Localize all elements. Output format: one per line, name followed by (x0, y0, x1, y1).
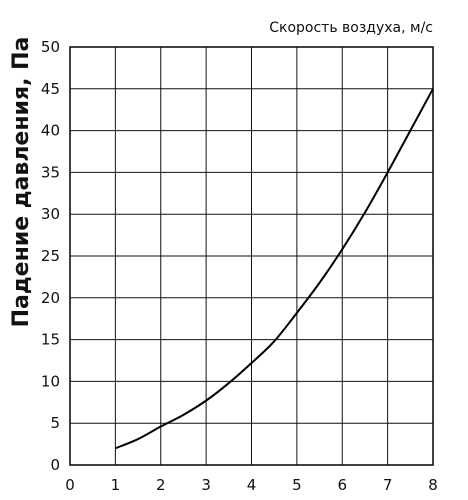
x-tick-label: 2 (156, 476, 166, 494)
y-tick-label: 25 (41, 247, 60, 265)
x-axis: 0 1 2 3 4 5 6 7 8 (65, 476, 438, 494)
y-axis: 0 5 10 15 20 25 30 35 40 45 50 (41, 38, 60, 474)
grid (70, 47, 433, 465)
x-tick-label: 1 (111, 476, 121, 494)
x-tick-label: 3 (201, 476, 211, 494)
x-tick-label: 4 (247, 476, 257, 494)
x-axis-label: Скорость воздуха, м/с (269, 20, 433, 36)
x-tick-label: 5 (292, 476, 302, 494)
y-tick-label: 35 (41, 163, 60, 181)
y-tick-label: 10 (41, 372, 60, 390)
y-tick-label: 45 (41, 80, 60, 98)
x-tick-label: 7 (383, 476, 393, 494)
x-tick-label: 6 (337, 476, 347, 494)
x-tick-label: 0 (65, 476, 75, 494)
y-tick-label: 30 (41, 205, 60, 223)
y-tick-label: 20 (41, 289, 60, 307)
y-tick-label: 50 (41, 38, 60, 56)
x-tick-label: 8 (428, 476, 438, 494)
y-axis-label: Падение давления, Па (9, 37, 34, 328)
y-tick-label: 15 (41, 331, 60, 349)
plot-frame (69, 46, 434, 466)
y-tick-label: 0 (50, 456, 60, 474)
y-tick-label: 40 (41, 122, 60, 140)
series-line (115, 88, 434, 450)
y-tick-label: 5 (50, 414, 60, 432)
